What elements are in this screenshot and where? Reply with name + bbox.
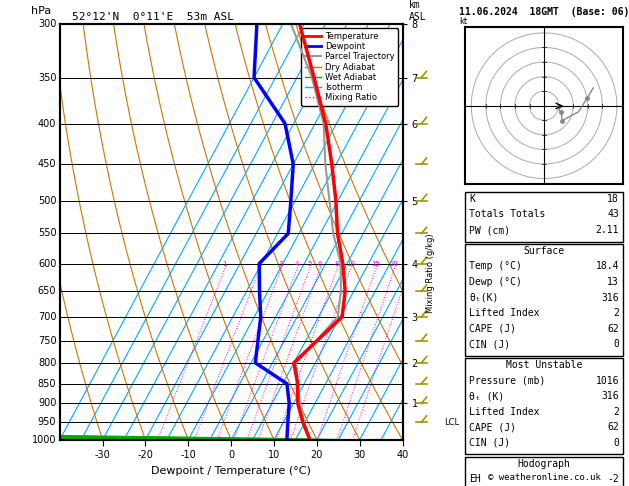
Text: 2.11: 2.11 (596, 225, 619, 235)
Text: 18: 18 (607, 194, 619, 204)
Text: 1: 1 (223, 261, 227, 267)
Text: Lifted Index: Lifted Index (469, 308, 540, 318)
Legend: Temperature, Dewpoint, Parcel Trajectory, Dry Adiabat, Wet Adiabat, Isotherm, Mi: Temperature, Dewpoint, Parcel Trajectory… (301, 29, 398, 105)
Text: CIN (J): CIN (J) (469, 438, 510, 448)
X-axis label: Dewpoint / Temperature (°C): Dewpoint / Temperature (°C) (151, 466, 311, 476)
Text: 2: 2 (257, 261, 262, 267)
Text: Mixing Ratio (g/kg): Mixing Ratio (g/kg) (426, 234, 435, 313)
Text: 500: 500 (38, 195, 57, 206)
Text: PW (cm): PW (cm) (469, 225, 510, 235)
Text: 316: 316 (601, 293, 619, 303)
Text: Hodograph: Hodograph (518, 459, 571, 469)
Text: Lifted Index: Lifted Index (469, 407, 540, 417)
Text: K: K (469, 194, 475, 204)
Text: 350: 350 (38, 72, 57, 83)
Text: Dewp (°C): Dewp (°C) (469, 277, 522, 287)
Text: Totals Totals: Totals Totals (469, 209, 545, 220)
Text: 750: 750 (38, 335, 57, 346)
Text: 650: 650 (38, 286, 57, 296)
Text: 0: 0 (613, 438, 619, 448)
Text: θₜ (K): θₜ (K) (469, 391, 504, 401)
Text: 62: 62 (607, 324, 619, 334)
Text: 300: 300 (38, 19, 57, 29)
Text: 450: 450 (38, 159, 57, 169)
Text: 4: 4 (294, 261, 299, 267)
Text: kt: kt (459, 17, 467, 26)
Text: km
ASL: km ASL (409, 0, 426, 22)
Text: Surface: Surface (523, 246, 565, 256)
Text: CAPE (J): CAPE (J) (469, 422, 516, 433)
Text: -2: -2 (607, 474, 619, 485)
Text: 550: 550 (38, 228, 57, 239)
Text: 2: 2 (613, 308, 619, 318)
Text: hPa: hPa (31, 6, 51, 16)
Text: 10: 10 (346, 261, 355, 267)
Text: 850: 850 (38, 379, 57, 389)
Text: CAPE (J): CAPE (J) (469, 324, 516, 334)
Text: 800: 800 (38, 358, 57, 368)
Text: CIN (J): CIN (J) (469, 339, 510, 349)
Text: 5: 5 (307, 261, 311, 267)
Text: 52°12'N  0°11'E  53m ASL: 52°12'N 0°11'E 53m ASL (72, 12, 235, 22)
Text: 13: 13 (607, 277, 619, 287)
Text: 1016: 1016 (596, 376, 619, 386)
Text: 18.4: 18.4 (596, 261, 619, 272)
Text: 900: 900 (38, 399, 57, 408)
Text: 15: 15 (371, 261, 380, 267)
Text: 62: 62 (607, 422, 619, 433)
Text: 8: 8 (335, 261, 339, 267)
Text: 3: 3 (279, 261, 283, 267)
Text: 950: 950 (38, 417, 57, 427)
Text: Temp (°C): Temp (°C) (469, 261, 522, 272)
Text: 20: 20 (390, 261, 399, 267)
Text: Most Unstable: Most Unstable (506, 360, 582, 370)
Text: 600: 600 (38, 259, 57, 269)
Text: θₜ(K): θₜ(K) (469, 293, 499, 303)
Text: 11.06.2024  18GMT  (Base: 06): 11.06.2024 18GMT (Base: 06) (459, 7, 629, 17)
Text: LCL: LCL (443, 417, 459, 427)
Text: EH: EH (469, 474, 481, 485)
Text: 400: 400 (38, 119, 57, 129)
Text: 1000: 1000 (32, 435, 57, 445)
Text: 0: 0 (613, 339, 619, 349)
Text: © weatheronline.co.uk: © weatheronline.co.uk (487, 473, 601, 482)
Text: 316: 316 (601, 391, 619, 401)
Text: 2: 2 (613, 407, 619, 417)
Text: Pressure (mb): Pressure (mb) (469, 376, 545, 386)
Text: 6: 6 (318, 261, 322, 267)
Text: 700: 700 (38, 312, 57, 322)
Text: 43: 43 (607, 209, 619, 220)
